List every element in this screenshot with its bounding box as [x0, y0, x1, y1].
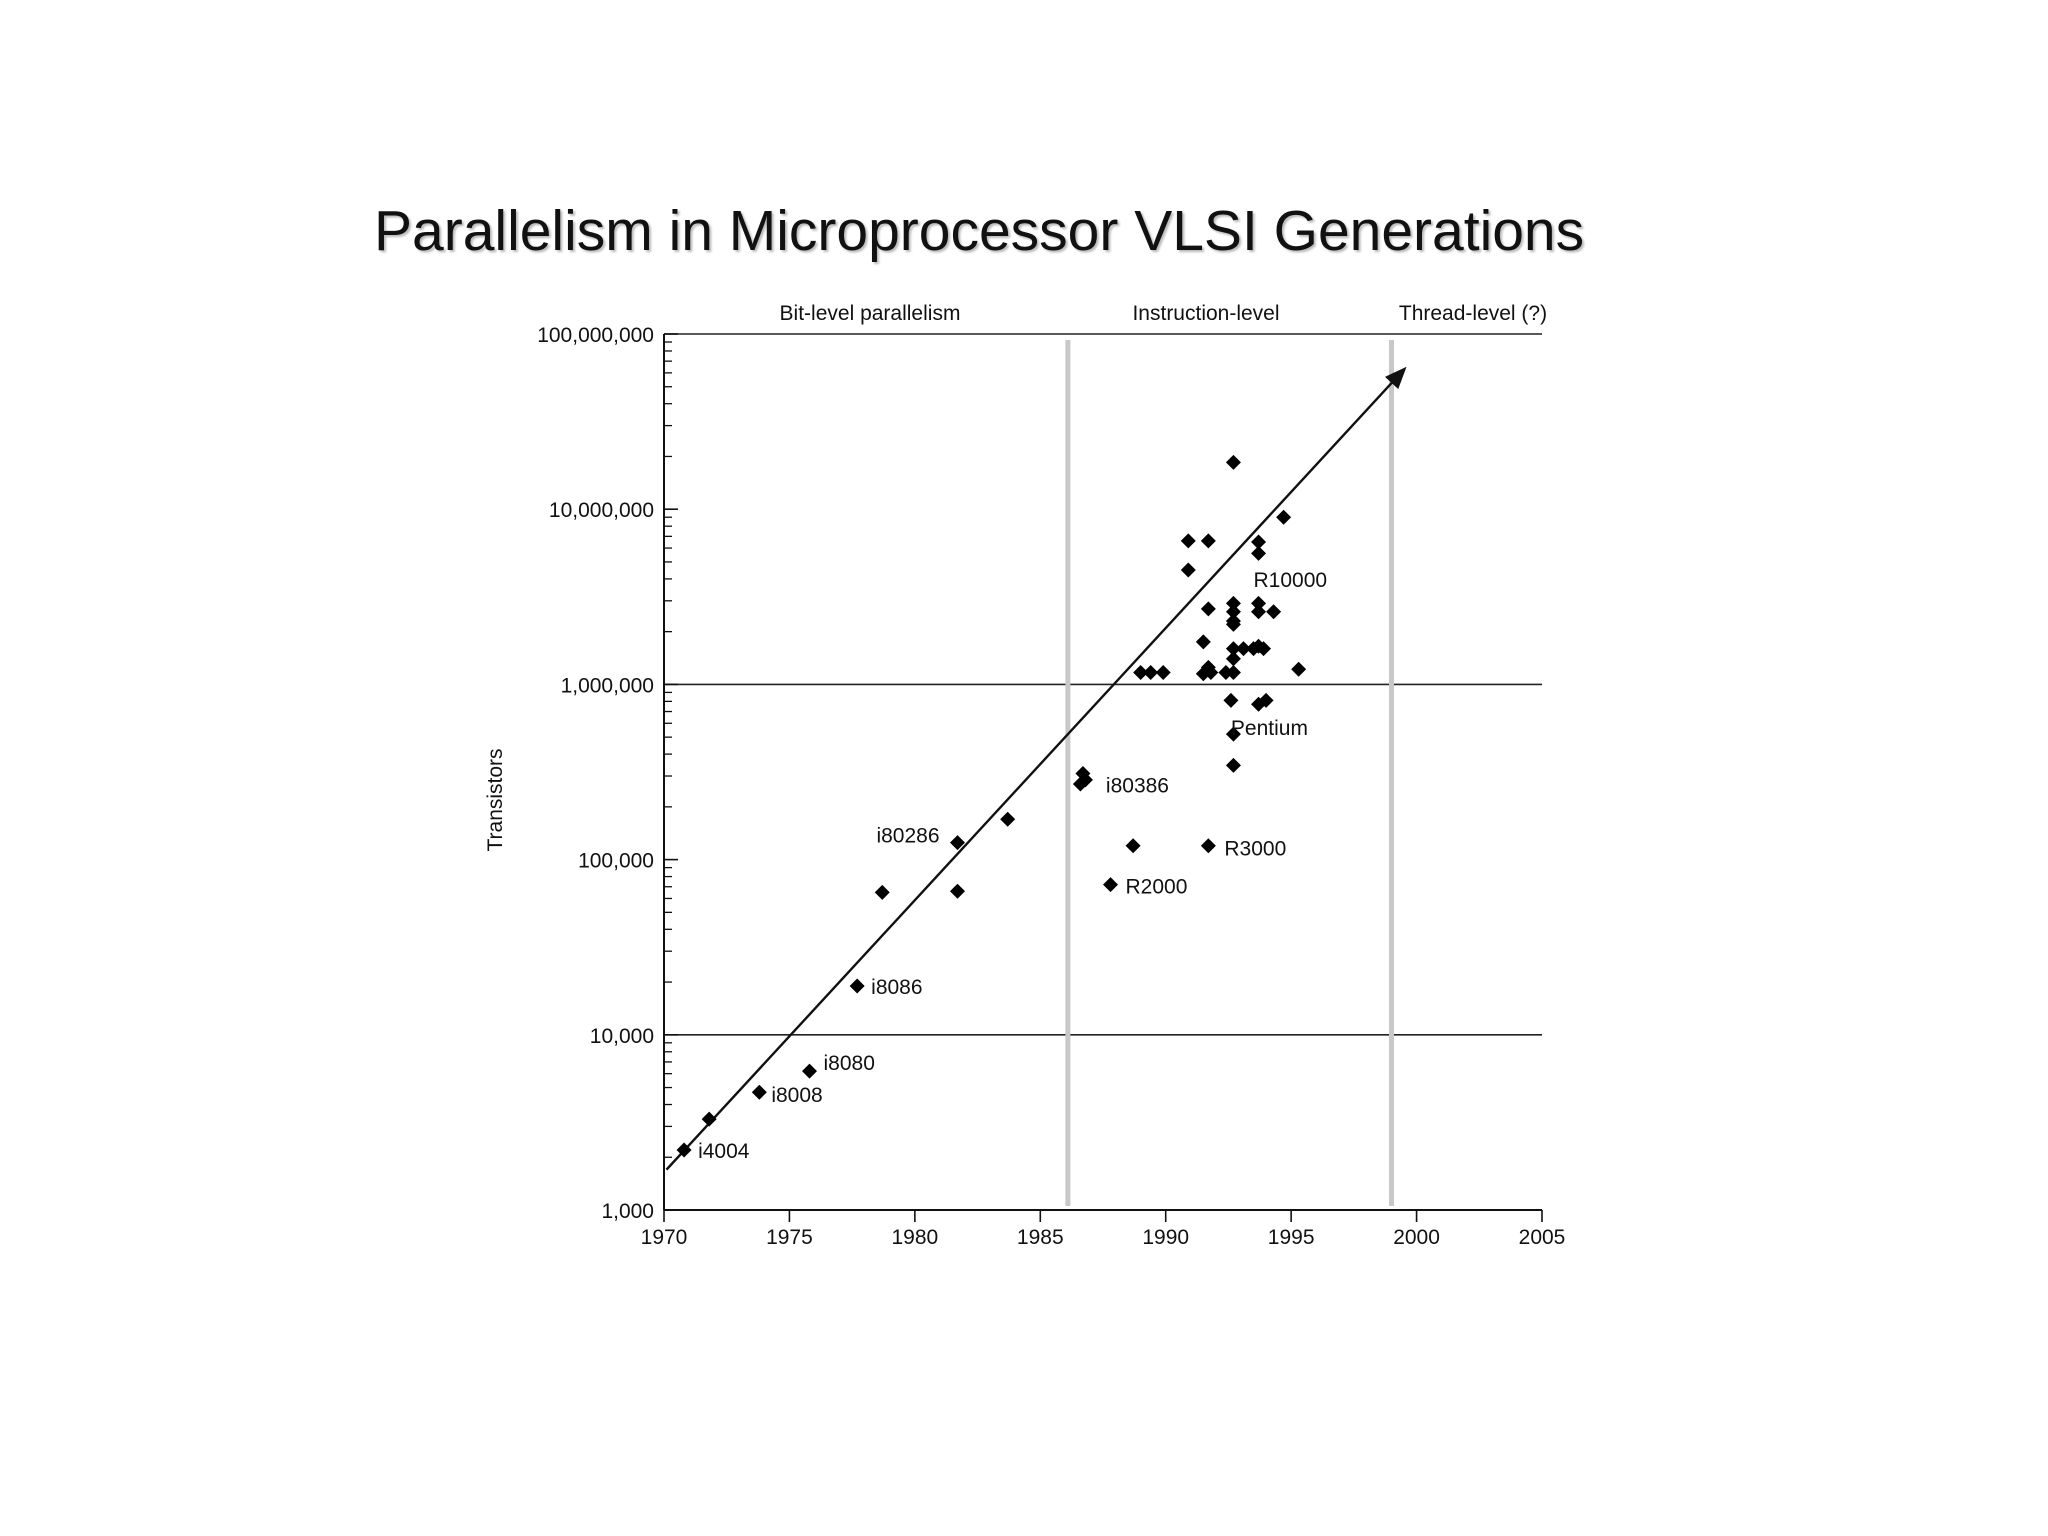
data-point-marker — [1225, 726, 1241, 742]
data-point-marker — [849, 978, 865, 994]
data-point-marker — [1225, 651, 1241, 667]
x-tick-label: 1985 — [1017, 1226, 1064, 1249]
data-point-marker — [1225, 664, 1241, 680]
data-point-marker — [1251, 534, 1267, 550]
point-label: i4004 — [698, 1140, 750, 1163]
data-point-marker — [1225, 454, 1241, 470]
trend-line-segment — [665, 377, 1397, 1171]
y-axis-label: Transistors — [484, 748, 507, 851]
data-point-marker — [1256, 641, 1272, 657]
data-point-marker — [1203, 664, 1219, 680]
point-label: i80286 — [876, 825, 939, 848]
trend-line — [665, 366, 1407, 1171]
x-tick-label: 1975 — [766, 1226, 813, 1249]
x-tick-label: 1980 — [891, 1226, 938, 1249]
data-point-marker — [1200, 533, 1216, 549]
data-point-marker — [1291, 661, 1307, 677]
era-labels: Bit-level parallelism Instruction-level Th… — [780, 302, 1548, 325]
data-point-marker — [1180, 562, 1196, 578]
data-point-marker — [701, 1111, 717, 1127]
data-point-marker — [1155, 664, 1171, 680]
point-label: i8086 — [871, 976, 922, 999]
slide-title: Parallelism in Microprocessor VLSI Gener… — [374, 199, 1585, 263]
y-tick-label: 100,000 — [578, 850, 654, 873]
data-point-marker — [1225, 616, 1241, 632]
era-label: Bit-level parallelism — [780, 302, 961, 325]
data-point-marker — [1225, 595, 1241, 611]
data-point-marker — [751, 1084, 767, 1100]
data-point-marker — [1258, 692, 1274, 708]
data-point-marker — [1266, 604, 1282, 620]
x-tick-label: 2005 — [1519, 1226, 1566, 1249]
x-tick-label: 1995 — [1268, 1226, 1315, 1249]
data-point-marker — [874, 884, 890, 900]
y-tick-label: 10,000 — [590, 1025, 654, 1048]
era-label: Thread-level (?) — [1399, 302, 1547, 325]
point-label: R3000 — [1224, 838, 1286, 861]
data-point-marker — [1223, 692, 1239, 708]
data-points — [676, 454, 1307, 1158]
data-point-marker — [1000, 811, 1016, 827]
grid-lines — [664, 333, 1542, 1036]
axes — [663, 334, 1542, 1211]
data-point-marker — [1251, 545, 1267, 561]
data-point-marker — [1251, 604, 1267, 620]
data-point-marker — [950, 883, 966, 899]
axis-tick-labels: 1,000 10,000 100,000 1,000,000 10,000,000 100… — [537, 324, 1565, 1249]
data-point-marker — [1225, 641, 1241, 657]
point-label: i8080 — [823, 1052, 874, 1075]
x-tick-label: 1970 — [641, 1226, 688, 1249]
data-point-marker — [1225, 604, 1241, 620]
data-point-marker — [1180, 533, 1196, 549]
data-point-marker — [1077, 772, 1093, 788]
data-point-marker — [1218, 664, 1234, 680]
y-tick-label: 1,000 — [601, 1200, 654, 1223]
point-label: R2000 — [1126, 876, 1188, 899]
era-label: Instruction-level — [1132, 302, 1279, 325]
data-point-marker — [1235, 641, 1251, 657]
data-point-marker — [1143, 664, 1159, 680]
data-point-marker — [1103, 877, 1119, 893]
axis-ticks — [663, 333, 1543, 1222]
data-point-marker — [1276, 509, 1292, 525]
data-point-marker — [801, 1063, 817, 1079]
point-label: i80386 — [1106, 775, 1169, 798]
data-point-marker — [1133, 664, 1149, 680]
data-point-marker — [950, 835, 966, 851]
x-tick-label: 2000 — [1393, 1226, 1440, 1249]
annotation-label: R10000 — [1254, 569, 1328, 592]
y-tick-label: 1,000,000 — [561, 674, 654, 697]
data-point-marker — [1125, 838, 1141, 854]
data-point-marker — [1225, 757, 1241, 773]
data-point-marker — [676, 1142, 692, 1158]
trend-arrowhead — [1385, 366, 1407, 390]
data-point-marker — [1200, 838, 1216, 854]
data-point-marker — [1195, 634, 1211, 650]
y-tick-label: 10,000,000 — [549, 499, 654, 522]
annotation-label: Pentium — [1231, 717, 1308, 740]
data-point-marker — [1200, 601, 1216, 617]
y-tick-label: 100,000,000 — [537, 324, 654, 347]
data-point-marker — [1251, 595, 1267, 611]
era-boundaries — [1065, 340, 1394, 1206]
x-tick-label: 1990 — [1142, 1226, 1189, 1249]
point-label: i8008 — [771, 1084, 822, 1107]
